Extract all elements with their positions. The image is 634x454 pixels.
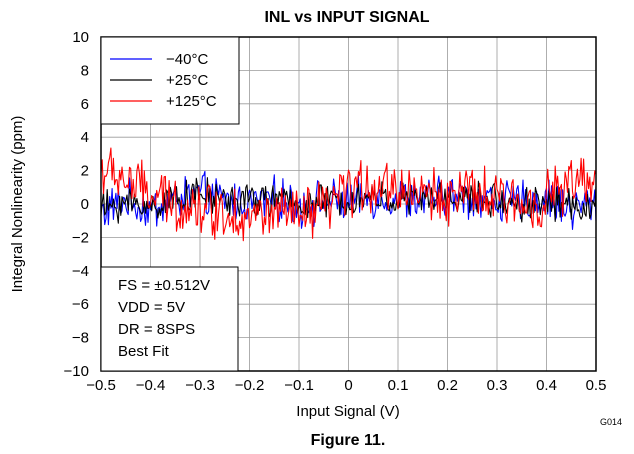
y-tick-label: 2 bbox=[81, 163, 89, 180]
x-axis-label: Input Signal (V) bbox=[296, 403, 399, 420]
x-tick-label: −0.3 bbox=[185, 377, 215, 394]
y-tick-label: −10 bbox=[64, 363, 89, 380]
y-tick-label: 4 bbox=[81, 129, 89, 146]
x-tick-labels: −0.5 −0.4 −0.3 −0.2 −0.1 0 0.1 0.2 0.3 0.4 0.5 bbox=[86, 377, 606, 394]
x-tick-label: −0.2 bbox=[235, 377, 265, 394]
x-tick-label: −0.4 bbox=[136, 377, 166, 394]
x-tick-label: 0.1 bbox=[388, 377, 409, 394]
x-tick-label: −0.5 bbox=[86, 377, 116, 394]
x-tick-label: 0.4 bbox=[536, 377, 557, 394]
figure-code: G014 bbox=[600, 417, 622, 427]
x-tick-label: 0 bbox=[344, 377, 352, 394]
annotation-fs: FS = ±0.512V bbox=[118, 277, 210, 294]
y-tick-label: 6 bbox=[81, 96, 89, 113]
chart-title: INL vs INPUT SIGNAL bbox=[264, 9, 429, 26]
legend-label-25: +25°C bbox=[166, 72, 208, 89]
conditions-box-frame bbox=[100, 266, 239, 372]
x-tick-label: 0.2 bbox=[437, 377, 458, 394]
y-tick-label: 8 bbox=[81, 62, 89, 79]
y-tick-label: 0 bbox=[81, 196, 89, 213]
series-layer bbox=[100, 147, 597, 242]
y-tick-label: −2 bbox=[72, 229, 89, 246]
y-tick-label: −6 bbox=[72, 296, 89, 313]
y-tick-labels: −10 −8 −6 −4 −2 0 2 4 6 8 10 bbox=[64, 29, 89, 380]
legend-label-minus40: −40°C bbox=[166, 51, 208, 68]
y-tick-label: 10 bbox=[72, 29, 89, 46]
x-tick-label: 0.5 bbox=[586, 377, 607, 394]
conditions-box: FS = ±0.512V VDD = 5V DR = 8SPS Best Fit bbox=[100, 266, 239, 372]
annotation-dr: DR = 8SPS bbox=[118, 321, 195, 338]
y-axis-label: Integral Nonlinearity (ppm) bbox=[9, 116, 26, 293]
annotation-best-fit: Best Fit bbox=[118, 343, 170, 360]
plot-frame bbox=[100, 36, 597, 372]
legend-label-125: +125°C bbox=[166, 93, 217, 110]
figure-caption: Figure 11. bbox=[311, 432, 386, 449]
x-tick-label: 0.3 bbox=[487, 377, 508, 394]
x-tick-label: −0.1 bbox=[284, 377, 314, 394]
series-line-125 bbox=[100, 147, 597, 242]
y-tick-label: −8 bbox=[72, 330, 89, 347]
annotation-vdd: VDD = 5V bbox=[118, 299, 185, 316]
y-tick-label: −4 bbox=[72, 263, 89, 280]
legend: −40°C +25°C +125°C bbox=[100, 36, 240, 125]
